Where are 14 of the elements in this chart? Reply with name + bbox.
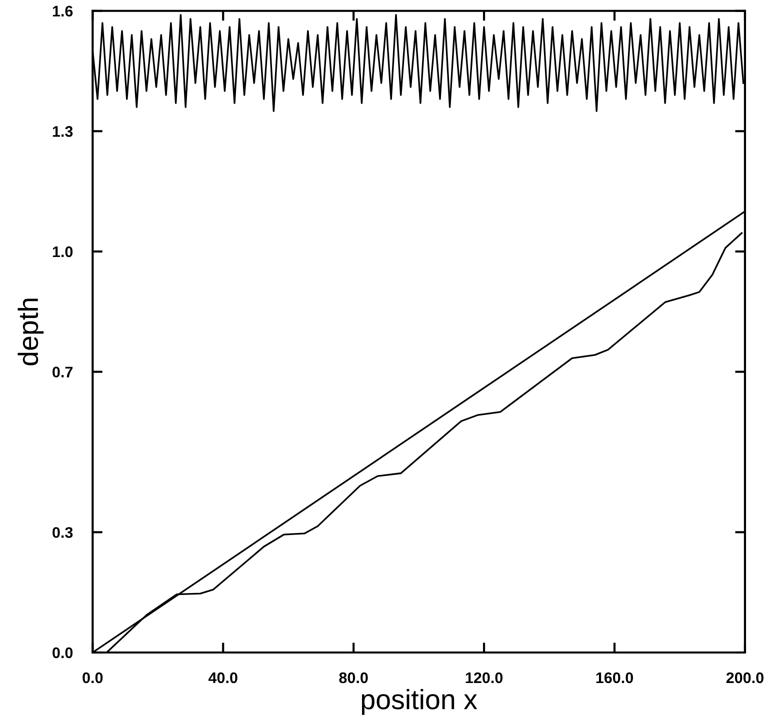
y-tick-label: 1.0 (52, 246, 73, 258)
y-tick-label: 0.7 (52, 366, 73, 378)
y-tick-label: 0.0 (52, 647, 73, 658)
x-tick-label: 200.0 (726, 672, 764, 684)
y-tick-label: 0.3 (52, 527, 73, 538)
y-tick-label: 1.6 (52, 6, 73, 17)
x-tick-label: 0.0 (82, 672, 103, 684)
x-tick-label: 40.0 (208, 672, 238, 684)
y-tick-label: 1.3 (52, 126, 73, 137)
y-axis-title: depth (18, 298, 44, 366)
x-axis-title: position x (362, 688, 478, 715)
x-tick-label: 160.0 (596, 672, 634, 684)
x-tick-label: 80.0 (339, 672, 368, 684)
x-tick-label: 120.0 (466, 672, 503, 684)
